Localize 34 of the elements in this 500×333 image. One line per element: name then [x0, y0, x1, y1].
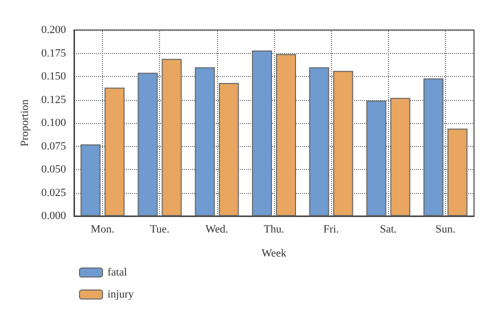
x-tick-label: Mon. [90, 224, 115, 236]
bar [333, 70, 354, 216]
bar [423, 78, 444, 216]
y-tick-label: 0.150 [41, 70, 66, 82]
bar [252, 50, 272, 216]
legend-label: injury [108, 288, 134, 300]
y-tick-label: 0.200 [41, 24, 66, 36]
x-tick-label: Wed. [206, 224, 228, 236]
x-tick-label: Tue. [150, 224, 170, 236]
y-tick-label: 0.050 [41, 164, 66, 176]
bar [104, 88, 125, 216]
bar [447, 128, 468, 216]
x-tick-label: Sat. [380, 224, 397, 236]
y-tick-label: 0.025 [41, 186, 66, 199]
bar [276, 54, 296, 216]
bar [162, 58, 182, 216]
bar [366, 100, 386, 216]
x-axis-title: Week [262, 248, 287, 260]
bar [80, 144, 101, 216]
y-tick-label: 0.100 [41, 117, 66, 129]
x-tick-label: Thu. [264, 224, 284, 236]
bar [218, 83, 239, 216]
y-axis-title: Proportion [18, 98, 31, 147]
bar [194, 67, 215, 216]
bar [309, 67, 330, 216]
y-tick-label: 0.125 [41, 94, 66, 106]
x-tick-label: Sun. [435, 224, 456, 236]
x-tick-label: Fri. [323, 224, 340, 236]
bar [390, 98, 410, 216]
y-tick-label: 0.000 [41, 210, 66, 222]
legend-label: fatal [108, 266, 128, 278]
y-tick-label: 0.175 [41, 47, 66, 60]
y-tick-label: 0.075 [41, 140, 66, 152]
bar [138, 72, 158, 216]
